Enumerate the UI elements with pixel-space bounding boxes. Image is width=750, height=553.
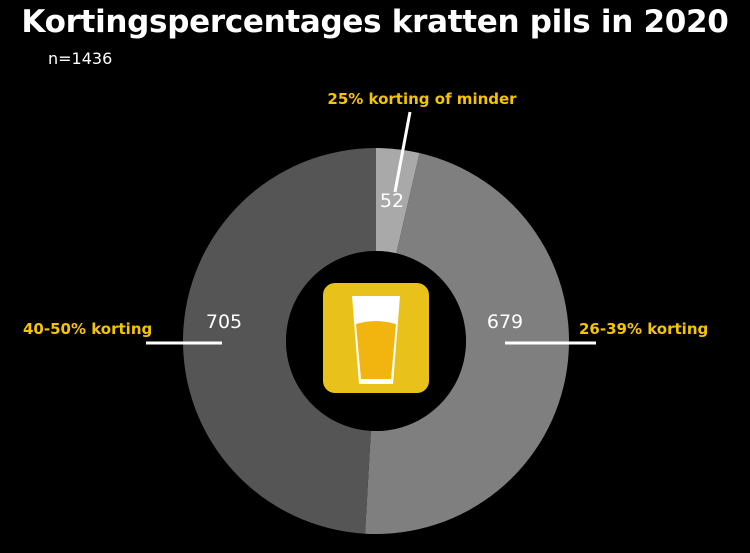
- slice-category-label: 40-50% korting: [23, 320, 152, 338]
- leader-line: [393, 111, 412, 193]
- beer-glass-icon: [323, 283, 429, 393]
- chart-title: Kortingspercentages kratten pils in 2020: [21, 4, 729, 40]
- donut-slice: [365, 152, 569, 535]
- slice-value-label: 679: [487, 311, 523, 333]
- slice-category-label: 26-39% korting: [579, 320, 708, 338]
- slice-value-label: 705: [206, 311, 242, 333]
- donut-slice: [376, 148, 420, 254]
- slice-category-label: 25% korting of minder: [327, 90, 517, 108]
- donut-slice: [183, 148, 376, 534]
- category-labels: 25% korting of minder 26-39% korting 40-50…: [23, 90, 708, 338]
- slice-value-label: 52: [380, 190, 404, 212]
- leader-lines: [146, 111, 596, 345]
- value-labels: 52 679 705: [206, 190, 523, 333]
- chart-subtitle: n=1436: [48, 49, 113, 68]
